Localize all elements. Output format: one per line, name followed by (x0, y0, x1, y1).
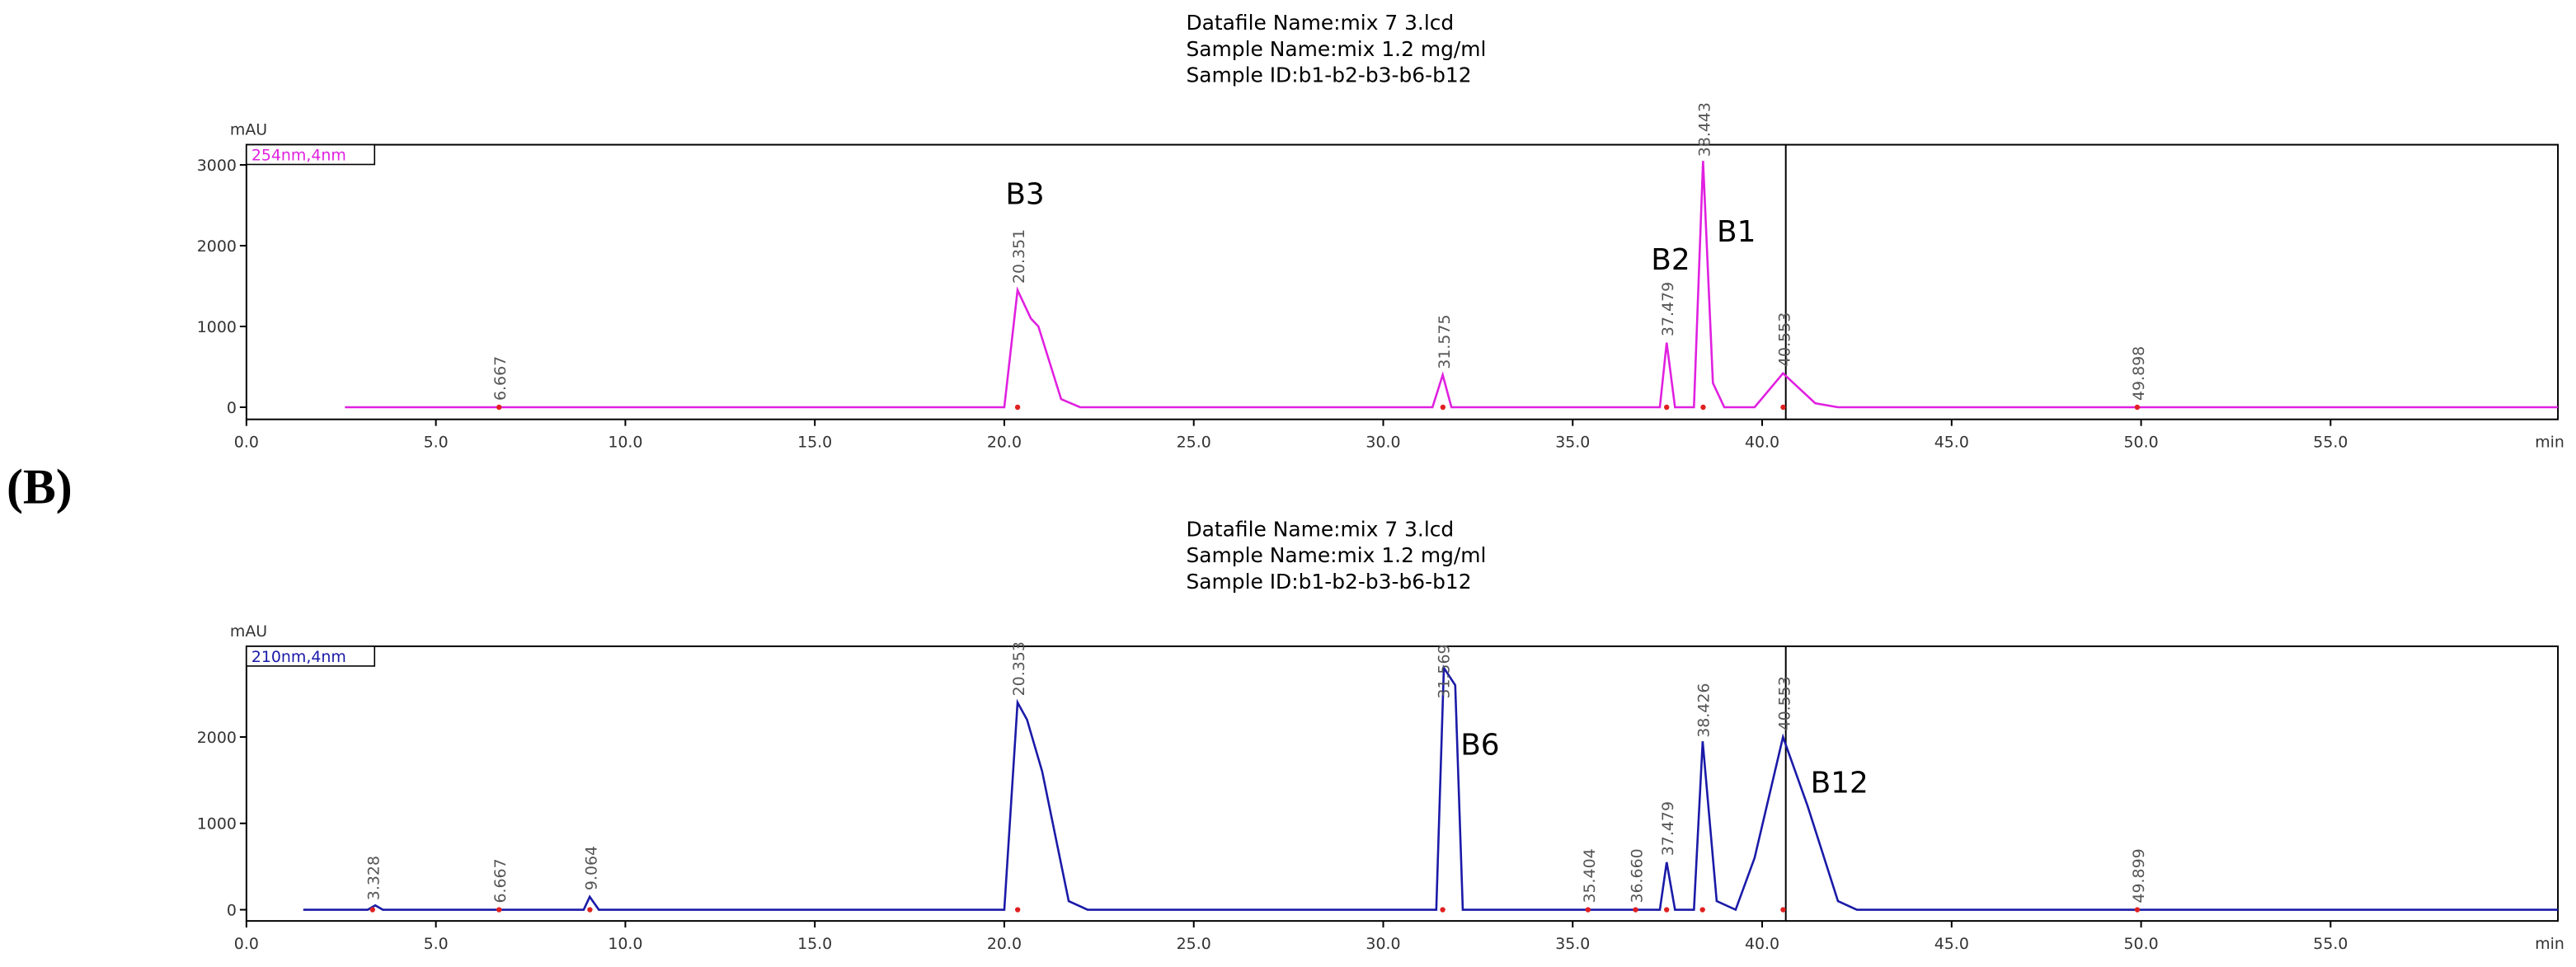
x-tick-label: 25.0 (1177, 434, 1211, 452)
retention-time-label: 37.479 (1659, 801, 1677, 856)
title-line: Sample Name:mix 1.2 mg/ml (1186, 37, 1486, 61)
title-line: Sample Name:mix 1.2 mg/ml (1186, 543, 1486, 567)
retention-time-label: 6.667 (491, 858, 510, 903)
y-tick-label: 1000 (197, 318, 237, 336)
retention-time-label: 38.443 (1695, 102, 1713, 157)
retention-time-label: 36.660 (1629, 848, 1647, 903)
peak-marker (1440, 404, 1446, 411)
retention-time-label: 6.667 (491, 356, 510, 401)
x-tick-label: 10.0 (608, 935, 642, 953)
peak-marker (369, 907, 375, 913)
x-tick-label: 10.0 (608, 434, 642, 452)
retention-time-label: 3.328 (365, 856, 383, 900)
y-tick-label: 1000 (197, 815, 237, 833)
compound-label: B12 (1811, 767, 1869, 800)
legend-label: 210nm,4nm (251, 648, 346, 666)
compound-label: B2 (1651, 243, 1690, 277)
compound-label: B6 (1460, 729, 1499, 763)
peak-marker (1700, 404, 1706, 411)
x-axis-label: min (2535, 434, 2564, 452)
peak-marker (1633, 907, 1638, 913)
x-tick-label: 25.0 (1177, 935, 1211, 953)
peak-marker (1440, 907, 1445, 913)
x-tick-label: 20.0 (987, 434, 1022, 452)
plot-frame (245, 143, 2560, 420)
retention-time-label: 9.064 (582, 846, 600, 890)
legend-box (246, 143, 376, 166)
peak-marker (2134, 404, 2141, 411)
x-tick-label: 55.0 (2313, 434, 2348, 452)
panel-label: (B) (7, 459, 73, 514)
retention-time-label: 37.479 (1659, 282, 1677, 336)
compound-label: B3 (1005, 177, 1044, 211)
plot-frame (245, 645, 2560, 922)
y-tick-label: 3000 (197, 157, 237, 175)
peak-marker (1663, 404, 1670, 411)
title-line: Datafile Name:mix 7 3.lcd (1186, 11, 1454, 35)
retention-time-label: 31.569 (1436, 644, 1454, 698)
x-tick-label: 30.0 (1366, 434, 1400, 452)
x-axis-label: min (2535, 935, 2564, 953)
y-tick-label: 2000 (197, 237, 237, 256)
legend-label: 254nm,4nm (251, 146, 346, 164)
peak-marker (1780, 404, 1786, 411)
x-tick-label: 40.0 (1745, 935, 1779, 953)
y-tick-label: 0 (227, 399, 237, 417)
x-tick-label: 40.0 (1745, 434, 1779, 452)
trace (303, 664, 2559, 912)
retention-time-label: 40.553 (1775, 312, 1793, 367)
title-line: Sample ID:b1-b2-b3-b6-b12 (1186, 570, 1471, 594)
peak-marker (1780, 907, 1786, 913)
x-tick-label: 15.0 (797, 935, 832, 953)
y-tick-label: 0 (227, 901, 237, 919)
peak-marker (1699, 907, 1705, 913)
peak-marker (587, 907, 593, 913)
x-tick-label: 45.0 (1934, 935, 1969, 953)
y-axis-label: mAU (230, 121, 267, 139)
peak-marker (1014, 404, 1021, 411)
x-tick-label: 55.0 (2313, 935, 2348, 953)
x-tick-label: 50.0 (2124, 935, 2159, 953)
compound-label: B1 (1717, 215, 1756, 249)
retention-time-label: 20.351 (1010, 229, 1028, 284)
y-tick-label: 2000 (197, 729, 237, 747)
y-axis-label: mAU (230, 622, 267, 641)
legend-box (246, 645, 376, 667)
x-tick-label: 35.0 (1555, 434, 1590, 452)
x-tick-label: 30.0 (1366, 935, 1400, 953)
retention-time-label: 20.353 (1010, 641, 1028, 696)
retention-time-label: 38.426 (1695, 683, 1713, 738)
x-tick-label: 35.0 (1555, 935, 1590, 953)
retention-time-label: 49.899 (2130, 848, 2148, 903)
peak-marker (496, 404, 502, 411)
retention-time-label: 35.404 (1581, 848, 1599, 903)
retention-time-label: 40.553 (1775, 676, 1793, 730)
x-tick-label: 50.0 (2124, 434, 2159, 452)
x-tick-label: 5.0 (424, 434, 449, 452)
peak-marker (1663, 907, 1670, 913)
x-tick-label: 15.0 (797, 434, 832, 452)
x-tick-label: 5.0 (424, 935, 449, 953)
title-line: Datafile Name:mix 7 3.lcd (1186, 517, 1454, 541)
x-tick-label: 0.0 (234, 935, 259, 953)
peak-marker (1585, 907, 1591, 913)
x-tick-label: 20.0 (987, 935, 1022, 953)
x-tick-label: 45.0 (1934, 434, 1969, 452)
peak-marker (1014, 907, 1021, 913)
title-line: Sample ID:b1-b2-b3-b6-b12 (1186, 63, 1471, 87)
peak-marker (496, 907, 502, 913)
x-tick-label: 0.0 (234, 434, 259, 452)
trace (345, 161, 2559, 409)
retention-time-label: 49.898 (2130, 346, 2148, 401)
peak-marker (2134, 907, 2141, 913)
retention-time-label: 31.575 (1436, 314, 1454, 368)
